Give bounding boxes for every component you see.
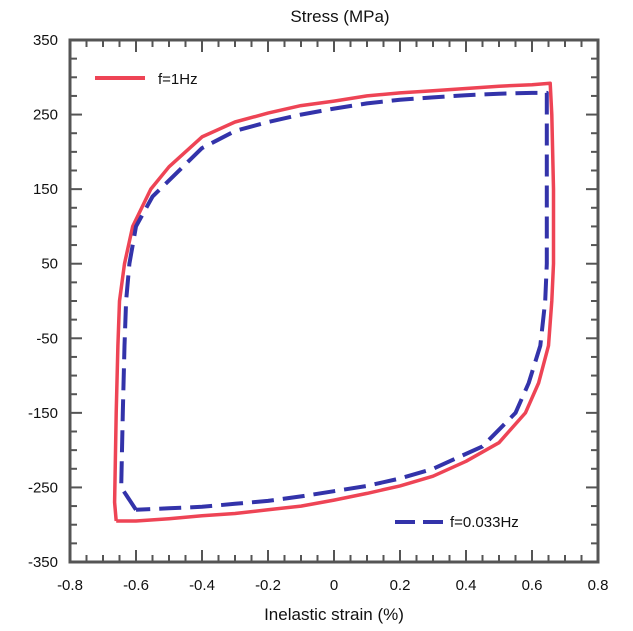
x-tick-label: -0.6 [123,577,149,594]
y-tick-label: -250 [28,479,58,496]
chart-title: Stress (MPa) [290,7,389,26]
tick-marks [69,39,599,563]
legend-label-f1hz: f=1Hz [158,71,198,88]
x-tick-label: -0.2 [255,577,281,594]
y-tick-labels: 350 250 150 50 -50 -150 -250 -350 [28,32,58,571]
legend-bottom: f=0.033Hz [395,514,519,531]
legend-top: f=1Hz [95,71,198,88]
y-tick-label: 150 [33,181,58,198]
y-tick-label: -150 [28,405,58,422]
plot-frame [68,38,600,564]
legend-label-f0033hz: f=0.033Hz [450,514,519,531]
series-line-f0033hz [119,90,549,512]
y-tick-label: -50 [36,330,58,347]
y-tick-label: 350 [33,32,58,49]
y-tick-label: 50 [41,256,58,273]
x-tick-label: 0.6 [522,577,543,594]
x-tick-label: 0.8 [588,577,609,594]
y-tick-label: 250 [33,107,58,124]
x-tick-label: 0 [330,577,338,594]
series-line-f1hz [112,81,556,523]
series-layer [112,81,556,523]
x-tick-label: 0.2 [390,577,411,594]
x-tick-labels: -0.8 -0.6 -0.4 -0.2 0 0.2 0.4 0.6 0.8 [57,577,608,594]
x-tick-label: -0.4 [189,577,215,594]
x-tick-label: 0.4 [456,577,477,594]
x-axis-title: Inelastic strain (%) [264,605,404,624]
x-tick-label: -0.8 [57,577,83,594]
y-tick-label: -350 [28,554,58,571]
